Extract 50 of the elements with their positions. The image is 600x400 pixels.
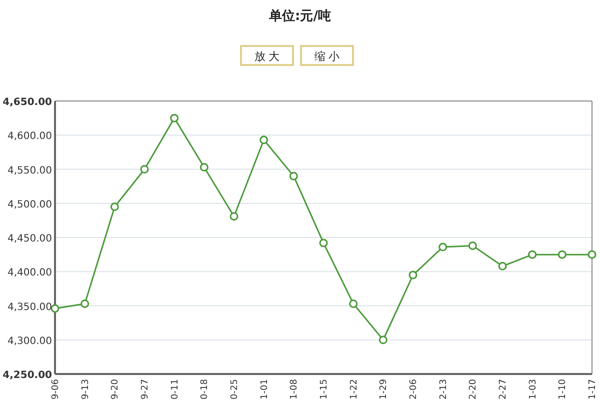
y-tick-label: 4,600.00 <box>7 131 52 142</box>
x-tick-label: 1-01 <box>260 379 270 400</box>
point <box>170 114 179 122</box>
point <box>408 270 418 280</box>
y-tick-label: 4,550.00 <box>7 165 52 176</box>
point <box>349 299 358 308</box>
point <box>588 250 596 259</box>
x-tick-label: 1-17 <box>588 379 598 400</box>
point <box>260 136 268 144</box>
point <box>50 304 60 313</box>
x-tick-label: 1-10 <box>558 378 568 400</box>
point <box>200 162 208 172</box>
x-tick-label: 1-15 <box>320 379 330 400</box>
x-tick-label: 0-11 <box>170 379 180 400</box>
point <box>230 212 238 221</box>
x-tick-label: 1-08 <box>290 378 300 400</box>
x-tick-label: 9-06 <box>51 378 61 400</box>
x-tick-label: 9-13 <box>80 379 91 400</box>
point <box>110 202 119 212</box>
point <box>319 238 328 248</box>
point <box>378 336 388 344</box>
y-tick-label: 4,400.00 <box>7 268 52 279</box>
x-tick-label: 2-06 <box>409 378 419 400</box>
point <box>498 262 507 270</box>
button: 缩 小 <box>300 45 354 66</box>
x-tick-label: 0-18 <box>200 378 210 400</box>
button: 放 大 <box>240 45 294 66</box>
x-tick-label: 1-29 <box>379 378 390 400</box>
y-tick-label: 4,300.00 <box>7 336 52 347</box>
x-tick-label: 9-20 <box>110 378 121 400</box>
x-tick-label: 9-27 <box>140 379 150 400</box>
y-tick-label: 4,250.00 <box>2 370 52 381</box>
point <box>558 250 566 259</box>
chart-title: 单位:元/吨 <box>268 8 331 24</box>
point <box>289 172 298 180</box>
x-tick-label: 1-22 <box>349 379 360 400</box>
point <box>80 299 90 308</box>
x-tick-label: 1-03 <box>528 379 538 400</box>
point <box>140 165 149 174</box>
y-tick-label: 4,350.00 <box>7 302 52 313</box>
x-tick-label: 0-25 <box>230 379 240 400</box>
point <box>468 241 477 250</box>
point <box>528 250 537 259</box>
x-tick-label: 2-13 <box>438 379 449 400</box>
y-tick-label: 4,450.00 <box>7 234 52 244</box>
point <box>438 242 448 252</box>
x-tick-label: 2-20 <box>468 378 479 400</box>
y-tick-label: 4,500.00 <box>7 199 52 210</box>
y-tick-label: 4,650.00 <box>2 97 52 108</box>
x-tick-label: 2-27 <box>498 379 508 400</box>
